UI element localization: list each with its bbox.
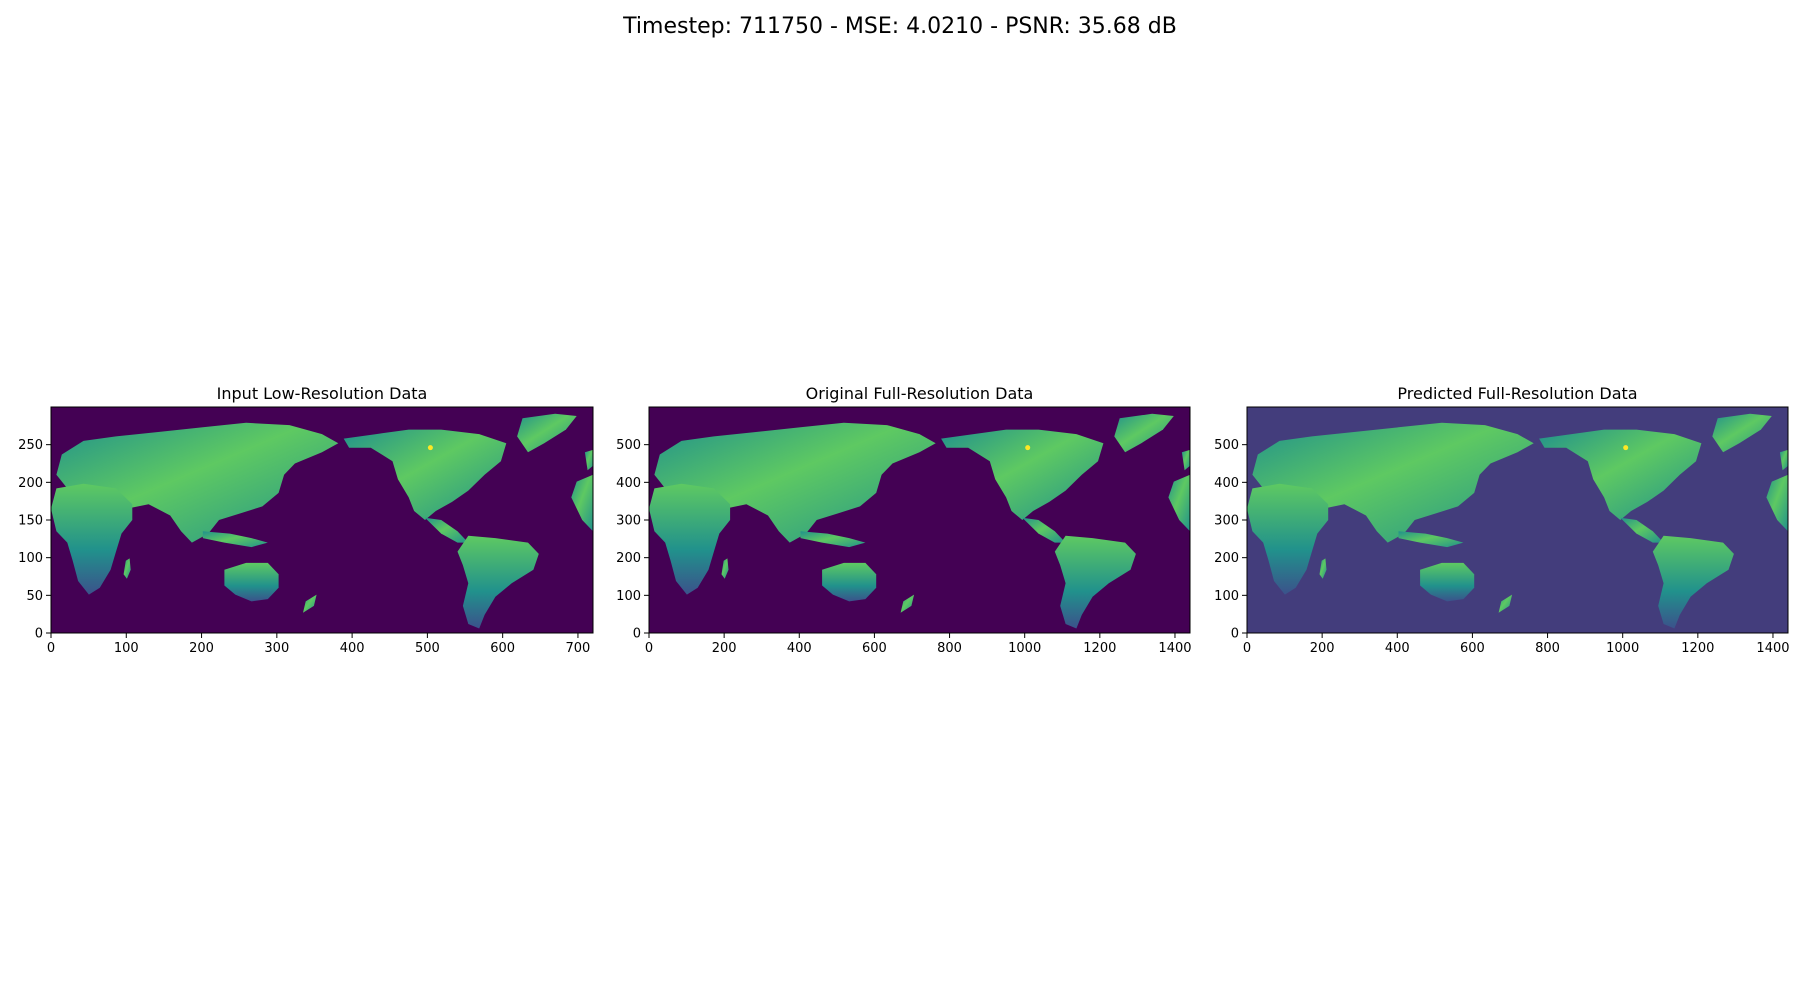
landmass-ukIsle (584, 449, 593, 471)
landmass-centralam (1620, 517, 1664, 543)
landmass-southam (457, 535, 539, 629)
landmass-australia (822, 562, 877, 602)
x-tick-label: 200 (712, 641, 737, 656)
x-tick-label: 600 (490, 641, 515, 656)
x-tick-label: 800 (937, 641, 962, 656)
x-tick-label: 1400 (1756, 641, 1789, 656)
landmass-madagascar (721, 558, 729, 579)
landmass-westAfrica (1168, 474, 1190, 532)
y-tick-label: 0 (1231, 627, 1239, 642)
peak-spot (1623, 445, 1629, 451)
y-tick-label: 500 (1214, 438, 1239, 453)
landmass-indonesia (202, 531, 268, 548)
y-tick-label: 0 (633, 627, 641, 642)
x-tick-label: 200 (189, 641, 214, 656)
landmass-greenland (517, 413, 577, 453)
x-tick-label: 1200 (1681, 641, 1714, 656)
peak-spot (1025, 445, 1031, 451)
landmass-northam (1539, 429, 1702, 520)
y-tick-label: 400 (616, 476, 641, 491)
landmass-ukIsle (1779, 449, 1788, 471)
x-tick-label: 700 (566, 641, 591, 656)
land-layer (51, 413, 593, 629)
y-tick-label: 400 (1214, 476, 1239, 491)
y-tick-label: 300 (1214, 514, 1239, 529)
y-tick-label: 100 (616, 589, 641, 604)
landmass-eurasia (56, 422, 339, 543)
landmass-australia (1420, 562, 1475, 602)
y-tick-label: 100 (18, 551, 43, 566)
landmass-centralam (1022, 517, 1066, 543)
y-tick-label: 0 (35, 627, 43, 642)
panel-title: Predicted Full-Resolution Data (1397, 384, 1637, 403)
landmass-ukIsle (1181, 449, 1190, 471)
x-tick-label: 0 (47, 641, 55, 656)
landmass-africa (649, 483, 731, 595)
x-tick-label: 400 (787, 641, 812, 656)
landmass-westAfrica (1766, 474, 1788, 532)
landmass-centralam (425, 517, 469, 543)
landmass-greenland (1114, 413, 1174, 453)
land-layer (1247, 413, 1788, 629)
y-tick-label: 50 (26, 589, 43, 604)
landmass-eurasia (654, 422, 936, 543)
landmass-northam (941, 429, 1104, 520)
land-layer (649, 413, 1190, 629)
landmass-australia (224, 562, 279, 602)
x-tick-label: 1400 (1158, 641, 1191, 656)
y-tick-label: 200 (18, 476, 43, 491)
landmass-indonesia (800, 531, 866, 548)
y-tick-label: 100 (1214, 589, 1239, 604)
landmass-greenland (1712, 413, 1772, 453)
x-tick-label: 800 (1535, 641, 1560, 656)
landmass-africa (51, 483, 133, 595)
peak-spot (427, 445, 433, 451)
landmass-southam (1054, 535, 1136, 629)
landmass-nz (1498, 594, 1513, 613)
landmass-eurasia (1252, 422, 1534, 543)
map-panel: Original Full-Resolution Data 0 200 400 600 8… (616, 384, 1191, 656)
x-tick-label: 1000 (1008, 641, 1041, 656)
panel-title: Original Full-Resolution Data (806, 384, 1034, 403)
x-tick-label: 600 (862, 641, 887, 656)
x-tick-label: 300 (264, 641, 289, 656)
x-tick-label: 200 (1310, 641, 1335, 656)
panel-title: Input Low-Resolution Data (217, 384, 428, 403)
landmass-madagascar (123, 558, 131, 579)
landmass-indonesia (1398, 531, 1464, 548)
y-tick-label: 200 (616, 551, 641, 566)
landmass-southam (1652, 535, 1734, 629)
x-tick-label: 1000 (1606, 641, 1639, 656)
figure-title: Timestep: 711750 - MSE: 4.0210 - PSNR: 3… (623, 14, 1177, 39)
map-panel: Input Low-Resolution Data 0 100 200 300 400 50… (18, 384, 594, 656)
landmass-nz (900, 594, 915, 613)
x-tick-label: 0 (645, 641, 653, 656)
y-tick-label: 200 (1214, 551, 1239, 566)
landmass-nz (303, 594, 317, 613)
x-tick-label: 100 (114, 641, 139, 656)
y-tick-label: 300 (616, 514, 641, 529)
y-tick-label: 500 (616, 438, 641, 453)
x-tick-label: 0 (1243, 641, 1251, 656)
x-tick-label: 600 (1460, 641, 1485, 656)
map-panel: Predicted Full-Resolution Data 0 200 400 600… (1214, 384, 1789, 656)
x-tick-label: 1200 (1083, 641, 1116, 656)
y-tick-label: 150 (18, 514, 43, 529)
landmass-madagascar (1319, 558, 1327, 579)
x-tick-label: 400 (340, 641, 365, 656)
y-tick-label: 250 (18, 438, 43, 453)
x-tick-label: 400 (1385, 641, 1410, 656)
landmass-westAfrica (571, 474, 593, 532)
x-tick-label: 500 (415, 641, 440, 656)
landmass-africa (1247, 483, 1329, 595)
landmass-northam (343, 429, 507, 520)
